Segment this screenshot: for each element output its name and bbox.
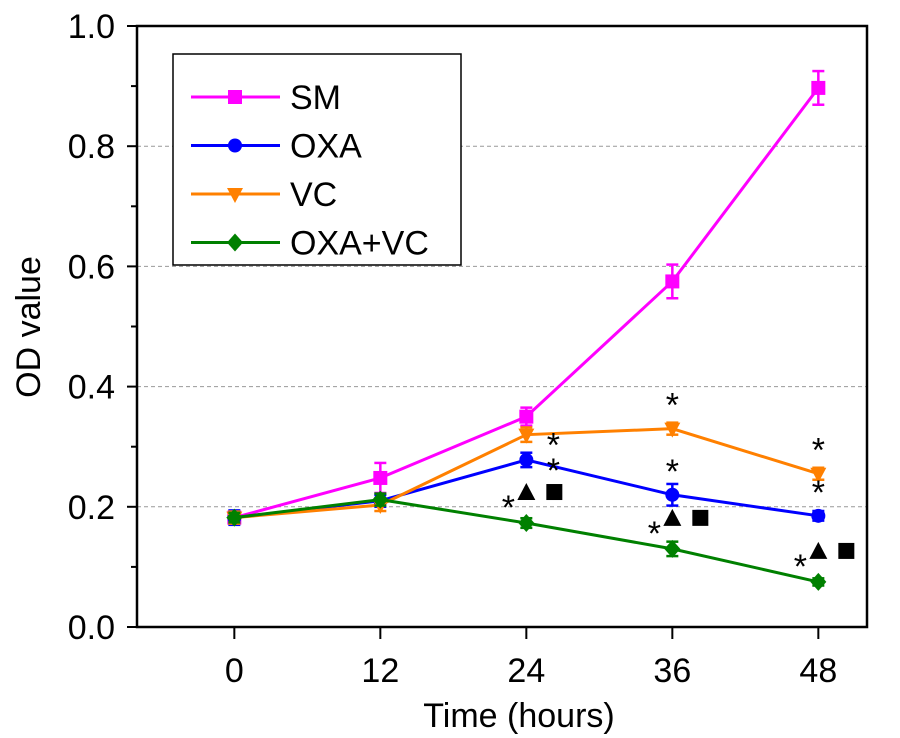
data-point [664, 539, 681, 558]
series-layer [226, 69, 827, 591]
legend-label: OXA+VC [290, 225, 429, 263]
significance-star: * [547, 427, 560, 465]
data-point [665, 487, 680, 502]
significance-star: * [812, 474, 825, 512]
legend-item-vc: VC [191, 176, 337, 214]
data-point [664, 422, 681, 438]
data-point [665, 274, 680, 289]
significance-star: * [648, 515, 661, 553]
significance-star: * [812, 432, 825, 470]
axes: 0.0 0.2 0.4 0.6 0.8 1.0 0 12 24 36 48 [68, 8, 838, 690]
y-tick-label: 0.0 [68, 609, 115, 647]
legend-box [172, 53, 462, 266]
data-point [372, 490, 389, 509]
data-point [226, 508, 243, 527]
legend-marker [227, 188, 243, 203]
y-tick-label: 0.2 [68, 489, 115, 527]
x-tick-label: 12 [361, 652, 399, 690]
data-point [810, 467, 827, 483]
y-tick-label: 0.8 [68, 128, 115, 166]
legend-item-oxa: OXA [191, 128, 362, 166]
significance-square [838, 542, 855, 559]
series-vc [226, 421, 827, 527]
significance-square [546, 484, 563, 501]
data-point [811, 80, 826, 95]
legend-marker [228, 138, 242, 153]
y-tick-label: 0.6 [68, 248, 115, 286]
series-line [234, 498, 819, 584]
legend-label: VC [290, 176, 337, 214]
legend-label: SM [290, 79, 341, 117]
x-tick-label: 48 [799, 652, 837, 690]
significance-star: * [502, 489, 515, 527]
x-tick-label: 36 [653, 652, 691, 690]
y-tick-label: 1.0 [68, 8, 115, 46]
significance-triangle [809, 541, 828, 559]
legend-marker [228, 90, 242, 104]
x-tick-label: 24 [507, 652, 545, 690]
series-oxa-vc [226, 490, 827, 591]
x-tick-label: 0 [225, 652, 244, 690]
significance-triangle [663, 508, 682, 526]
y-axis-title: OD value [10, 256, 48, 398]
legend-label: OXA [290, 128, 362, 166]
data-point [518, 514, 535, 533]
y-tick-label: 0.4 [68, 369, 115, 407]
data-point [518, 428, 535, 444]
data-point [519, 409, 534, 424]
significance-square [692, 509, 709, 526]
legend-item-oxa-vc: OXA+VC [191, 225, 429, 263]
significance-star: * [547, 452, 560, 490]
data-point [810, 572, 827, 591]
legend-item-sm: SM [191, 79, 341, 117]
data-point [811, 508, 826, 523]
significance-star: * [794, 548, 807, 586]
data-point [519, 452, 534, 467]
significance-star: * [666, 453, 679, 491]
x-axis-title: Time (hours) [423, 697, 614, 735]
annotations: ********* [502, 387, 855, 586]
significance-star: * [666, 387, 679, 425]
legend: SM OXA VC OXA+VC [172, 53, 462, 266]
significance-triangle [517, 483, 536, 501]
legend-marker [227, 233, 243, 252]
data-point [373, 470, 388, 485]
